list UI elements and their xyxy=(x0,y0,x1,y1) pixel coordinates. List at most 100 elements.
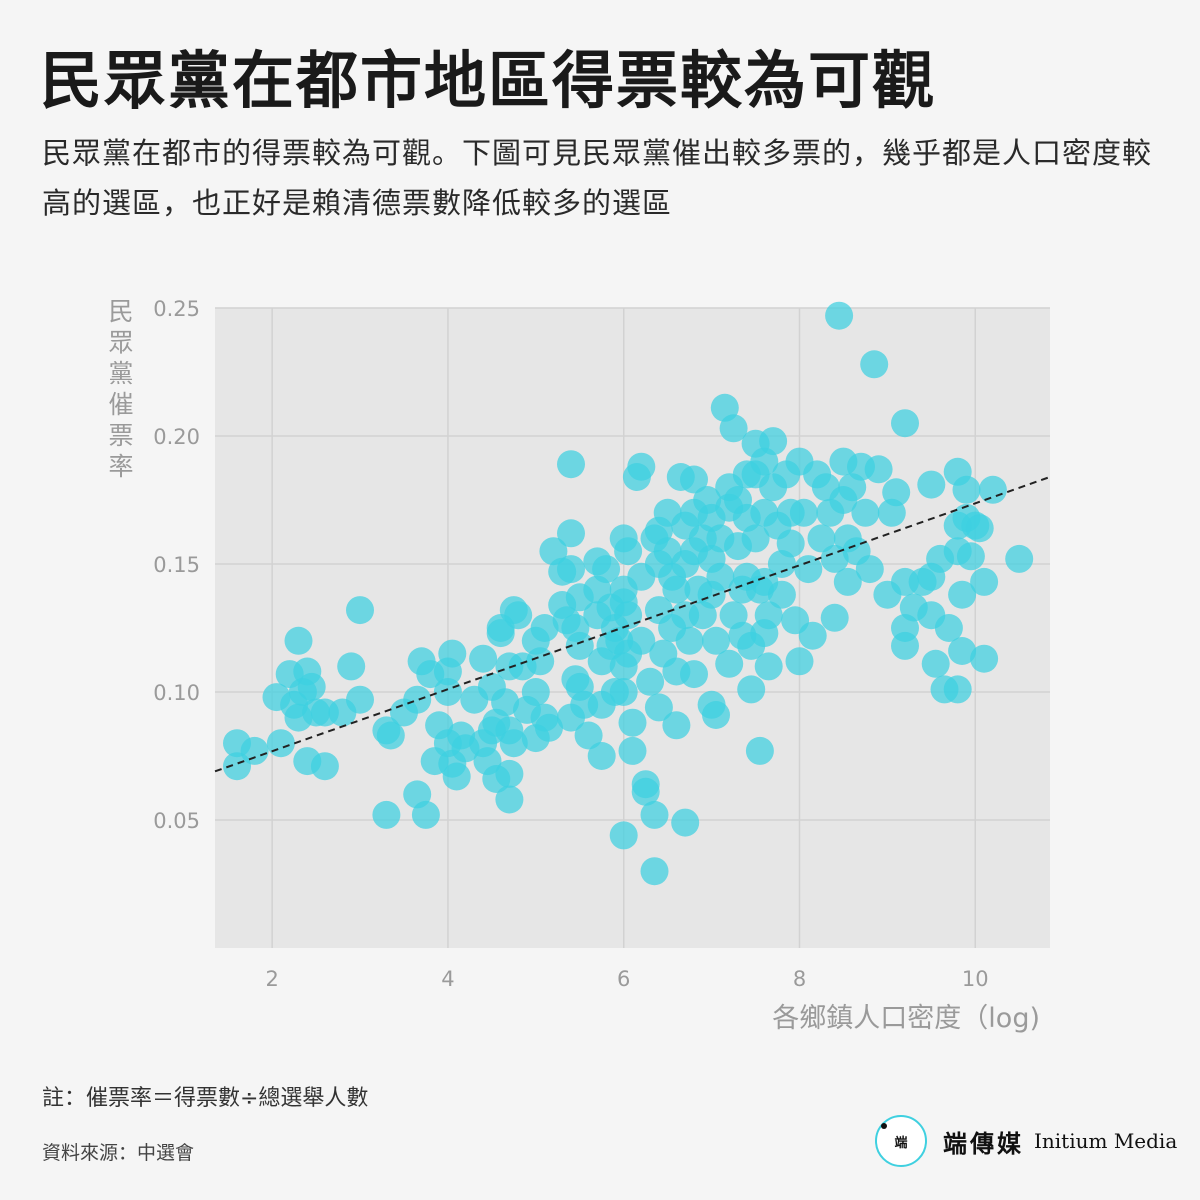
data-point xyxy=(631,777,660,806)
data-point xyxy=(609,678,638,706)
y-axis-label: 民眾黨催票率 xyxy=(108,297,134,481)
data-point xyxy=(820,603,849,632)
data-point xyxy=(284,626,313,655)
data-point xyxy=(521,678,550,706)
data-point xyxy=(614,537,643,566)
data-point xyxy=(1005,544,1034,573)
data-point xyxy=(266,729,295,758)
data-point xyxy=(491,688,520,717)
data-point xyxy=(825,301,854,330)
data-point xyxy=(640,857,669,886)
logo-name-en: Initium Media xyxy=(1034,1129,1178,1153)
data-point xyxy=(337,652,366,681)
data-point xyxy=(469,644,498,673)
data-point xyxy=(952,475,981,504)
data-point xyxy=(499,729,528,758)
data-point xyxy=(609,821,638,850)
data-point xyxy=(798,621,827,650)
data-point xyxy=(680,660,708,689)
data-point xyxy=(851,498,880,527)
data-point xyxy=(557,450,585,479)
logo-name-cn: 端傳媒 xyxy=(943,1128,1024,1158)
x-tick-label: 10 xyxy=(962,967,989,991)
data-point xyxy=(767,580,796,609)
data-point xyxy=(346,685,374,714)
data-point xyxy=(860,350,889,379)
x-tick-label: 6 xyxy=(617,967,630,991)
data-point xyxy=(891,631,919,660)
data-point xyxy=(495,759,524,788)
data-point xyxy=(557,555,585,584)
data-point xyxy=(662,575,691,604)
data-point xyxy=(662,711,691,740)
data-point xyxy=(864,455,893,484)
data-point xyxy=(978,475,1007,504)
data-point xyxy=(965,514,994,543)
data-point xyxy=(504,601,533,630)
data-point xyxy=(438,639,467,668)
data-point xyxy=(680,465,708,494)
data-point xyxy=(754,652,783,681)
data-point xyxy=(855,555,884,584)
data-point xyxy=(535,713,563,742)
data-point xyxy=(671,808,700,837)
data-point xyxy=(807,524,836,553)
footnote: 註：催票率＝得票數÷總選舉人數 xyxy=(42,1086,369,1111)
data-point xyxy=(640,800,669,829)
data-point xyxy=(741,524,770,553)
x-axis-label: 各鄉鎮人口密度（log) xyxy=(772,1003,1040,1034)
data-point xyxy=(526,647,555,676)
data-point xyxy=(403,685,432,714)
data-point xyxy=(557,519,585,548)
x-tick-label: 4 xyxy=(441,967,454,991)
data-point xyxy=(737,675,766,704)
y-tick-label: 0.25 xyxy=(153,297,200,321)
data-point xyxy=(675,626,704,655)
chart-subtitle: 民眾黨在都市的得票較為可觀。下圖可見民眾黨催出較多票的，幾乎都是人口密度較高的選… xyxy=(42,136,1153,220)
data-point xyxy=(759,427,788,456)
data-point xyxy=(891,409,919,438)
data-point xyxy=(719,414,748,443)
x-tick-label: 8 xyxy=(793,967,806,991)
data-point xyxy=(715,649,744,678)
logo-mark-icon: 端 xyxy=(875,1115,927,1167)
data-point xyxy=(754,601,783,630)
data-point xyxy=(346,596,374,625)
data-point xyxy=(970,644,999,673)
data-point xyxy=(921,649,950,678)
data-point xyxy=(530,614,559,642)
data-point xyxy=(948,637,977,665)
y-tick-label: 0.15 xyxy=(153,553,200,577)
data-point xyxy=(411,800,440,829)
data-point xyxy=(495,785,524,814)
data-point xyxy=(794,555,823,584)
data-point xyxy=(240,736,269,765)
data-point xyxy=(644,693,673,722)
data-point xyxy=(970,567,999,596)
data-point xyxy=(592,555,621,584)
data-point xyxy=(574,721,603,750)
data-point xyxy=(587,742,616,770)
data-point xyxy=(442,762,471,791)
data-point xyxy=(934,614,963,642)
data-point xyxy=(310,752,339,781)
data-point xyxy=(627,452,656,481)
data-point xyxy=(297,672,326,701)
data-point xyxy=(833,567,862,596)
data-point xyxy=(565,631,594,660)
data-point xyxy=(706,562,735,591)
data-point xyxy=(943,675,972,704)
data-point xyxy=(702,626,730,655)
data-point xyxy=(433,678,462,706)
y-tick-label: 0.10 xyxy=(153,681,200,705)
data-point xyxy=(376,721,405,750)
data-point xyxy=(745,736,774,765)
data-point xyxy=(785,647,814,676)
data-point xyxy=(636,667,665,696)
data-point xyxy=(618,736,647,765)
data-point xyxy=(820,544,849,573)
data-point xyxy=(627,626,656,655)
logo-mark-glyph: 端 xyxy=(894,1135,908,1151)
data-points xyxy=(223,301,1034,886)
